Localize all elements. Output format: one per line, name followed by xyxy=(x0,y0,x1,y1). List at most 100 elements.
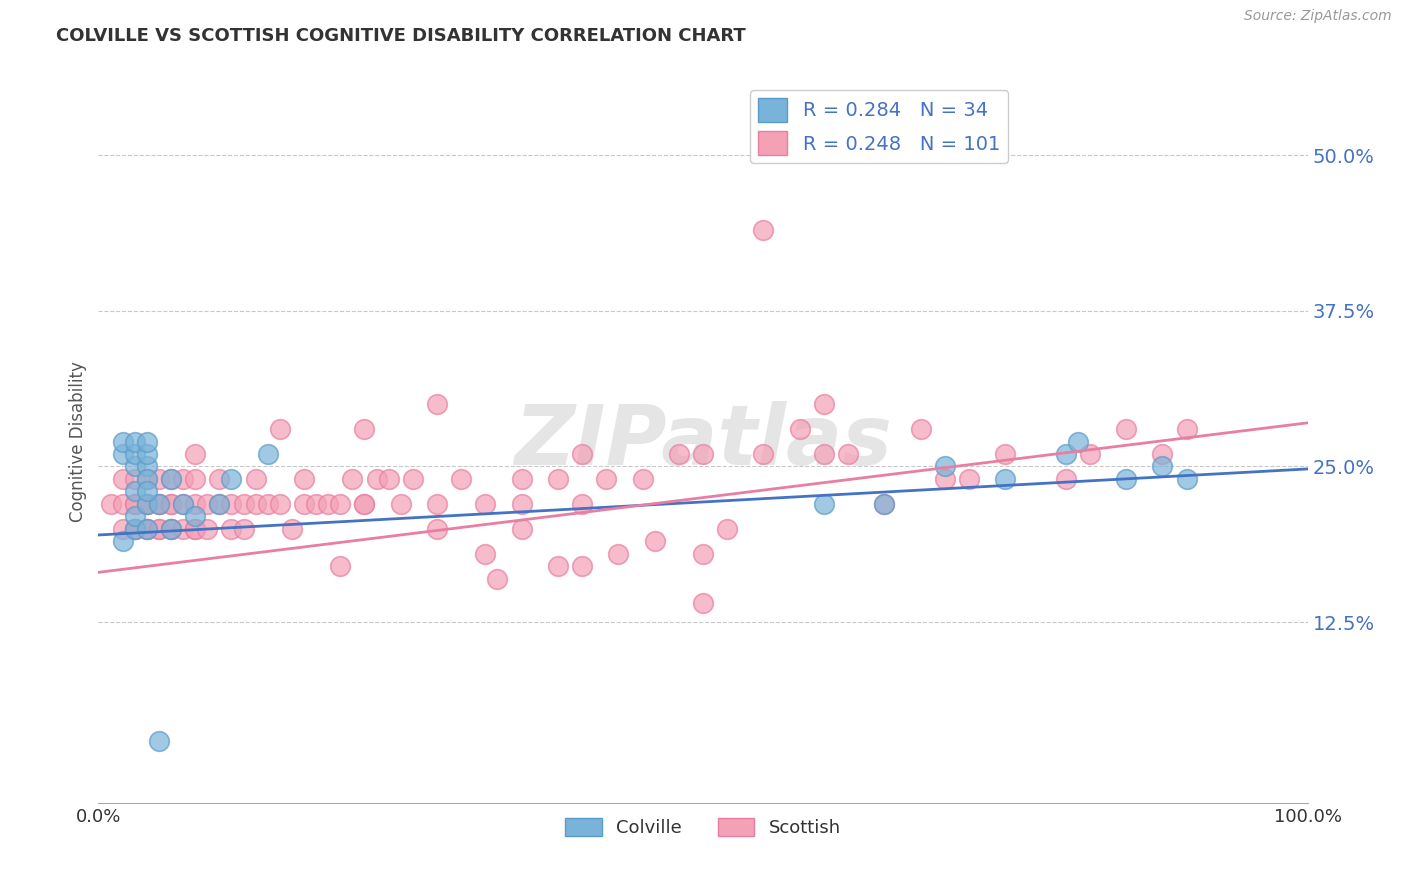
Point xyxy=(135,497,157,511)
Point xyxy=(148,497,170,511)
Point xyxy=(789,422,811,436)
Point xyxy=(232,497,254,511)
Point xyxy=(111,522,134,536)
Point xyxy=(124,509,146,524)
Point xyxy=(1115,472,1137,486)
Point xyxy=(160,522,183,536)
Point xyxy=(148,472,170,486)
Point xyxy=(135,522,157,536)
Point xyxy=(342,472,364,486)
Point xyxy=(269,497,291,511)
Point xyxy=(1054,472,1077,486)
Point xyxy=(135,497,157,511)
Point xyxy=(934,472,956,486)
Point xyxy=(426,497,449,511)
Point xyxy=(692,547,714,561)
Point xyxy=(245,472,267,486)
Point xyxy=(631,472,654,486)
Point xyxy=(124,434,146,449)
Text: ZIPatlas: ZIPatlas xyxy=(515,401,891,482)
Point xyxy=(329,559,352,574)
Point xyxy=(245,497,267,511)
Point xyxy=(873,497,896,511)
Point xyxy=(1152,459,1174,474)
Point xyxy=(148,497,170,511)
Point xyxy=(111,497,134,511)
Point xyxy=(208,472,231,486)
Point xyxy=(595,472,617,486)
Point xyxy=(752,223,775,237)
Point xyxy=(957,472,980,486)
Point xyxy=(1175,422,1198,436)
Point xyxy=(316,497,339,511)
Point xyxy=(1175,472,1198,486)
Point xyxy=(184,447,207,461)
Point xyxy=(135,459,157,474)
Point xyxy=(1078,447,1101,461)
Point xyxy=(184,522,207,536)
Point xyxy=(510,472,533,486)
Point xyxy=(281,522,304,536)
Point xyxy=(195,497,218,511)
Point xyxy=(160,472,183,486)
Point xyxy=(124,497,146,511)
Point xyxy=(221,472,243,486)
Point xyxy=(486,572,509,586)
Point xyxy=(148,522,170,536)
Point xyxy=(873,497,896,511)
Point xyxy=(571,497,593,511)
Point xyxy=(994,447,1017,461)
Point xyxy=(813,497,835,511)
Point xyxy=(111,534,134,549)
Point xyxy=(111,434,134,449)
Point xyxy=(160,472,183,486)
Point xyxy=(148,733,170,747)
Point xyxy=(184,472,207,486)
Point xyxy=(716,522,738,536)
Point xyxy=(124,472,146,486)
Point xyxy=(135,472,157,486)
Point xyxy=(184,497,207,511)
Point xyxy=(160,522,183,536)
Point xyxy=(124,497,146,511)
Point xyxy=(607,547,630,561)
Point xyxy=(172,497,194,511)
Point xyxy=(148,497,170,511)
Point xyxy=(547,559,569,574)
Point xyxy=(353,497,375,511)
Point xyxy=(184,509,207,524)
Point xyxy=(135,447,157,461)
Point xyxy=(124,459,146,474)
Point xyxy=(208,497,231,511)
Point xyxy=(910,422,932,436)
Point xyxy=(195,522,218,536)
Point xyxy=(752,447,775,461)
Point xyxy=(813,447,835,461)
Point xyxy=(571,447,593,461)
Point xyxy=(135,522,157,536)
Point xyxy=(692,597,714,611)
Point xyxy=(450,472,472,486)
Point xyxy=(329,497,352,511)
Point xyxy=(135,472,157,486)
Point xyxy=(547,472,569,486)
Point xyxy=(269,422,291,436)
Point xyxy=(148,522,170,536)
Point xyxy=(292,472,315,486)
Point xyxy=(692,447,714,461)
Point xyxy=(160,497,183,511)
Point xyxy=(474,547,496,561)
Point xyxy=(172,472,194,486)
Point xyxy=(571,559,593,574)
Point xyxy=(837,447,859,461)
Point xyxy=(934,459,956,474)
Point xyxy=(172,522,194,536)
Point xyxy=(256,497,278,511)
Point xyxy=(366,472,388,486)
Point xyxy=(135,497,157,511)
Point xyxy=(353,422,375,436)
Point xyxy=(135,497,157,511)
Point xyxy=(1115,422,1137,436)
Point xyxy=(510,497,533,511)
Point xyxy=(135,434,157,449)
